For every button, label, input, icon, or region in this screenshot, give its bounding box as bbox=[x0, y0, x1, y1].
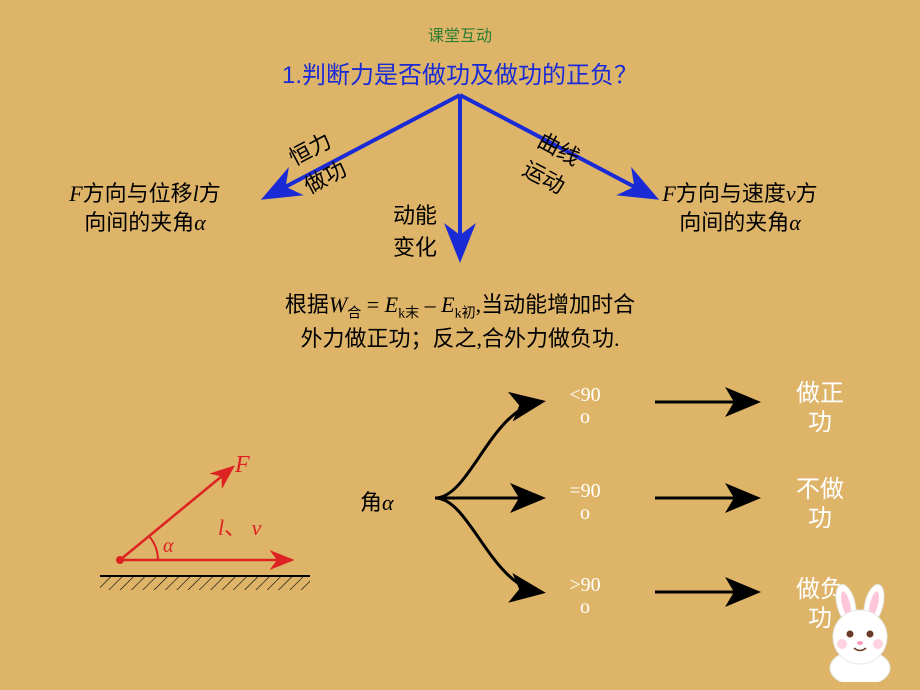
branch-diagram: 恒力 做功 动能 变化 曲线 运动 F方向与位移l方 向间的夹角α F方向与速度… bbox=[0, 90, 920, 270]
header-label: 课堂互动 bbox=[428, 22, 492, 46]
right-note-F: F bbox=[662, 181, 675, 206]
left-note-F: F bbox=[69, 181, 82, 206]
F-label: F bbox=[235, 452, 250, 479]
result-positive: 做正功 bbox=[780, 380, 860, 438]
angle-outcome-diagram: 角α <90o 做正功 =90o 不做功 >90o bbox=[360, 370, 880, 630]
angle-arc bbox=[149, 536, 158, 560]
branch-center-l1: 动能 bbox=[393, 198, 437, 230]
ground-hatch bbox=[100, 576, 310, 590]
force-vector bbox=[120, 467, 233, 560]
work-energy-explanation: 根据W合 = Ek末 – Ek初,当动能增加时合 外力做正功；反之,合外力做负功… bbox=[0, 290, 920, 355]
bunny-icon bbox=[812, 582, 912, 682]
left-note: F方向与位移l方 向间的夹角α bbox=[45, 180, 245, 237]
cond-lt90: <90o bbox=[555, 384, 615, 428]
lv-label: l、 v bbox=[218, 510, 261, 542]
angle-alpha-label: 角α bbox=[360, 485, 394, 517]
branch-center-l2: 变化 bbox=[393, 230, 437, 262]
curve-top bbox=[435, 402, 540, 498]
right-note: F方向与速度v方 向间的夹角α bbox=[640, 180, 840, 237]
force-svg bbox=[100, 440, 320, 620]
cond-eq90: =90o bbox=[555, 480, 615, 524]
force-vector-diagram: F l、 v α bbox=[100, 440, 320, 620]
alpha-label: α bbox=[163, 535, 174, 558]
cond-gt90: >90o bbox=[555, 574, 615, 618]
page-title: 1.判断力是否做功及做功的正负？ bbox=[282, 55, 638, 90]
branch-center-label: 动能 变化 bbox=[393, 198, 437, 262]
result-none: 不做功 bbox=[780, 476, 860, 534]
curve-bot bbox=[435, 498, 540, 592]
